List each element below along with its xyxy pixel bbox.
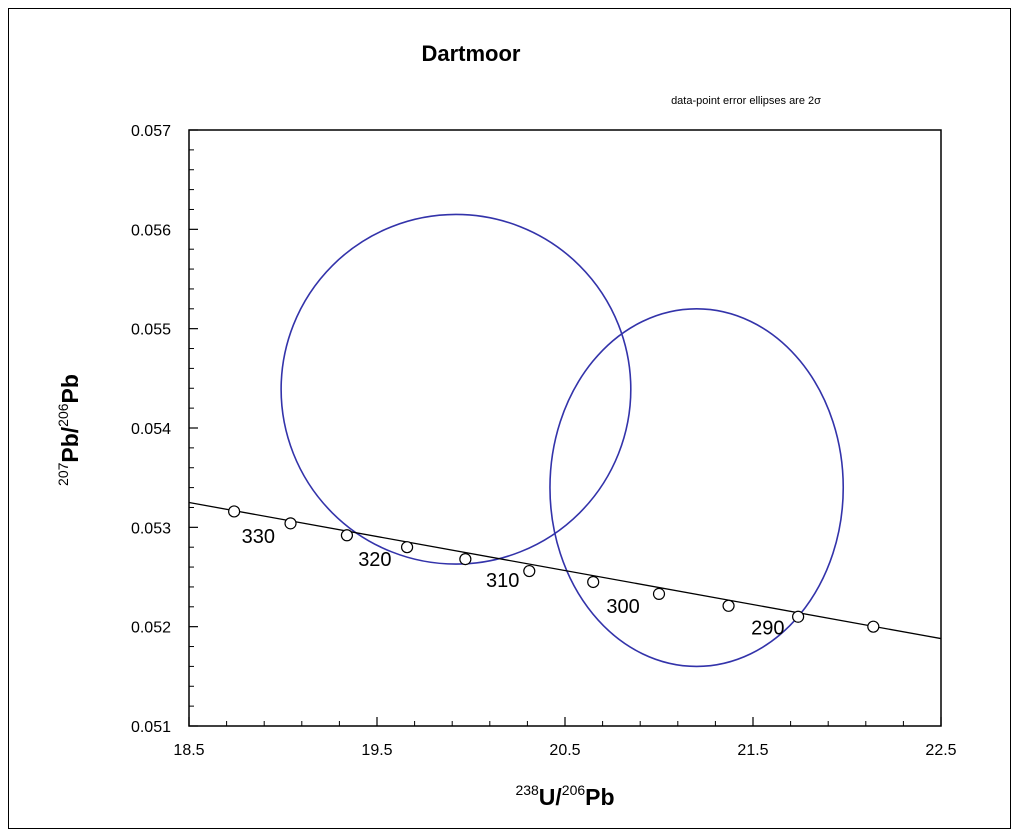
- y-tick-label: 0.057: [131, 123, 171, 140]
- concordia-marker: [459, 553, 472, 566]
- concordia-marker: [722, 599, 735, 612]
- age-labels: 330 320 310 300 290: [242, 526, 785, 639]
- concordia-marker: [792, 610, 805, 623]
- x-axis-sup2: 206: [562, 782, 586, 798]
- y-tick-label: 0.054: [131, 421, 171, 438]
- chart-title: Dartmoor: [421, 41, 520, 66]
- y-axis-main1: Pb/: [57, 426, 83, 462]
- concordia-marker: [284, 517, 297, 530]
- concordia-marker: [652, 587, 666, 600]
- y-tick-label: 0.055: [131, 322, 171, 339]
- x-tick-labels: 18.5 19.5 20.5 21.5 22.5: [173, 742, 956, 759]
- age-label: 320: [358, 549, 391, 571]
- error-ellipses: [280, 213, 845, 668]
- y-axis-sup1: 207: [55, 462, 71, 486]
- x-axis-sup1: 238: [515, 782, 539, 798]
- major-ticks: [188, 129, 942, 727]
- x-axis-main2: Pb: [585, 784, 614, 810]
- age-label: 300: [606, 596, 639, 618]
- y-tick-labels: 0.051 0.052 0.053 0.054 0.055 0.056 0.057: [131, 123, 171, 736]
- concordia-marker: [228, 505, 241, 518]
- minor-ticks: [189, 149, 904, 726]
- x-tick-label: 21.5: [737, 742, 768, 759]
- x-tick-label: 19.5: [361, 742, 392, 759]
- concordia-marker: [867, 620, 880, 633]
- error-ellipse-2: [549, 307, 845, 668]
- concordia-marker: [523, 564, 536, 578]
- y-tick-label: 0.051: [131, 719, 171, 736]
- concordia-marker: [400, 541, 414, 554]
- concordia-marker: [587, 575, 600, 589]
- y-tick-label: 0.056: [131, 222, 171, 239]
- plot-area: [188, 129, 942, 727]
- x-tick-label: 18.5: [173, 742, 204, 759]
- concordia-markers: [228, 505, 880, 633]
- x-axis-main1: U/: [539, 784, 563, 810]
- chart-annotation: data-point error ellipses are 2σ: [671, 95, 821, 107]
- chart-frame: [8, 8, 1011, 829]
- concordia-marker: [340, 529, 354, 542]
- error-ellipse-1: [280, 213, 632, 565]
- y-axis-sup2: 206: [55, 403, 71, 427]
- x-axis-title: 238U/206Pb: [515, 782, 614, 810]
- age-label: 330: [242, 526, 275, 548]
- age-label: 310: [486, 570, 519, 592]
- x-tick-label: 20.5: [549, 742, 580, 759]
- x-tick-label: 22.5: [925, 742, 956, 759]
- age-label: 290: [751, 618, 784, 640]
- y-axis-title: 207Pb/206Pb: [55, 374, 83, 486]
- y-tick-label: 0.052: [131, 620, 171, 637]
- concordia-line: [189, 501, 941, 640]
- y-axis-main2: Pb: [57, 374, 83, 403]
- y-tick-label: 0.053: [131, 520, 171, 537]
